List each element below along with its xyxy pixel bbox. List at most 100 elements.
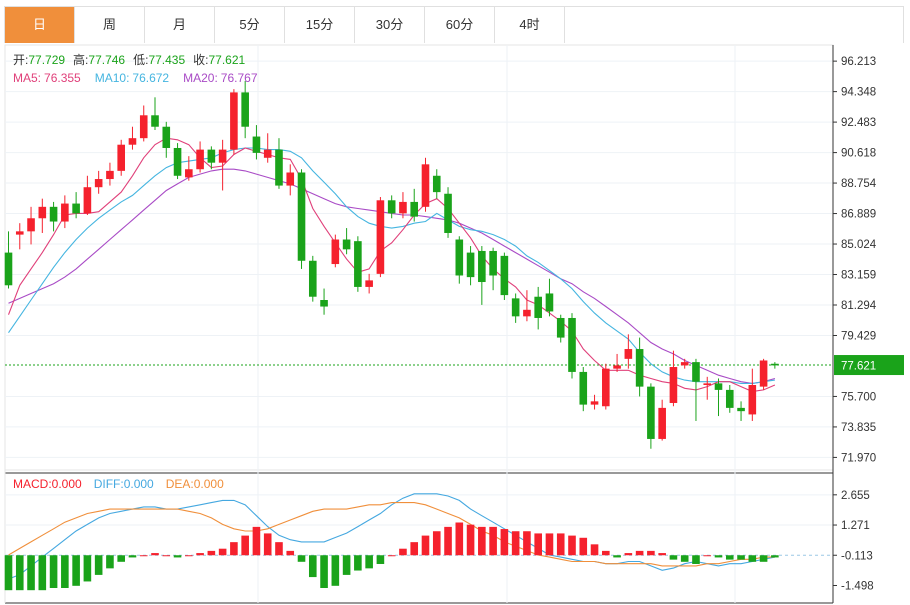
candle-27 [308,255,317,302]
ma5-label: MA5: [13,71,41,85]
macd-bar-15 [173,555,182,558]
candle-65 [737,401,745,421]
tab-7[interactable]: 4时 [495,7,565,43]
candle-14 [162,121,171,158]
macd-lines [8,493,776,580]
macd-bar-59 [669,555,678,560]
macd-bar-57 [647,550,655,556]
ma20-value: 76.767 [221,71,258,85]
macd-bar-22 [252,526,261,556]
candle-47 [534,286,542,330]
price-tick-label-6: 85.024 [841,239,877,251]
macd-bar-30 [342,555,351,575]
macd-bar-61 [692,555,700,564]
candle-31 [354,236,362,292]
macd-bar-64 [725,555,734,560]
candle-22 [252,125,261,160]
macd-bar-67 [759,555,768,562]
macd-bar-38 [432,531,441,556]
macd-tick-label-2: -0.113 [841,550,873,562]
candle-53 [602,363,610,410]
candle-44 [500,252,509,300]
tab-2[interactable]: 月 [145,7,215,43]
ma10-value: 76.672 [132,71,169,85]
candle-20 [230,89,238,155]
price-tick-label-12: 73.835 [841,422,876,434]
macd-bar-32 [365,555,373,569]
macd-bar-26 [297,555,306,562]
tab-4[interactable]: 15分 [285,7,355,43]
candle-56 [635,337,644,397]
macd-bar-52 [590,544,599,556]
macd-bar-50 [568,535,576,556]
candle-48 [545,278,554,317]
grid-lines [4,44,834,604]
price-tick-label-9: 79.429 [841,330,876,342]
macd-bar-19 [218,548,227,556]
macd-bar-37 [421,535,430,556]
candle-33 [376,197,385,278]
candle-17 [196,141,204,173]
moving-average-lines [7,137,776,393]
low-label: 低: [133,53,148,67]
tab-5[interactable]: 30分 [355,7,425,43]
candle-11 [128,126,137,150]
tab-0[interactable]: 日 [5,7,75,43]
macd-bar-65 [737,555,745,560]
price-tick-label-4: 88.754 [841,178,877,190]
macd-bar-51 [579,537,588,556]
candle-58 [658,399,666,441]
candle-5 [61,195,69,229]
tab-3[interactable]: 5分 [215,7,285,43]
ma10-line [8,147,775,384]
macd-bar-55 [624,553,633,556]
candles [4,80,779,449]
price-tick-label-3: 90.618 [841,148,876,160]
candle-60 [680,358,689,369]
last-price-badge [834,355,904,376]
macd-bar-2 [27,555,35,591]
candle-8 [94,170,103,194]
price-tick-label-13: 71.970 [841,452,876,464]
candle-6 [72,192,80,219]
macd-bar-49 [556,533,565,556]
dea-label: DEA: [166,477,194,491]
last-price-label: 77.621 [841,361,876,373]
macd-bar-45 [511,531,520,556]
price-tick-label-0: 96.213 [841,56,876,68]
candle-54 [613,353,621,372]
candle-2 [27,206,35,245]
candle-51 [579,367,588,412]
candle-24 [275,138,283,189]
macd-bar-24 [275,542,283,556]
candle-19 [218,139,227,191]
macd-bar-41 [466,524,475,556]
candle-59 [669,350,678,407]
macd-bar-14 [162,555,171,557]
candle-40 [455,236,464,284]
high-label: 高: [73,52,88,67]
candle-26 [297,169,306,269]
tab-6[interactable]: 60分 [425,7,495,43]
macd-bar-56 [635,550,644,556]
ma5-value: 76.355 [44,71,81,85]
candle-38 [432,169,441,199]
tab-1[interactable]: 周 [75,7,145,43]
candle-34 [387,195,396,219]
candle-10 [117,139,125,176]
macd-bar-18 [207,550,216,556]
dea-value: 0.000 [194,477,224,491]
diff-line [8,493,776,580]
macd-tick-label-3: -1.498 [841,580,874,592]
open-value: 77.729 [28,53,65,67]
macd-bar-62 [703,555,712,557]
candle-66 [748,368,757,421]
axes: 96.213 94.348 92.483 90.618 88.754 86.889 85.0… [832,45,904,603]
macd-bar-66 [748,555,757,562]
macd-bar-0 [4,555,13,591]
candle-63 [714,378,723,417]
period-tabs: 日周月 5分 15分 30分 60分 4时 [4,6,904,43]
macd-bar-68 [771,555,779,558]
close-label: 收: [193,53,208,67]
